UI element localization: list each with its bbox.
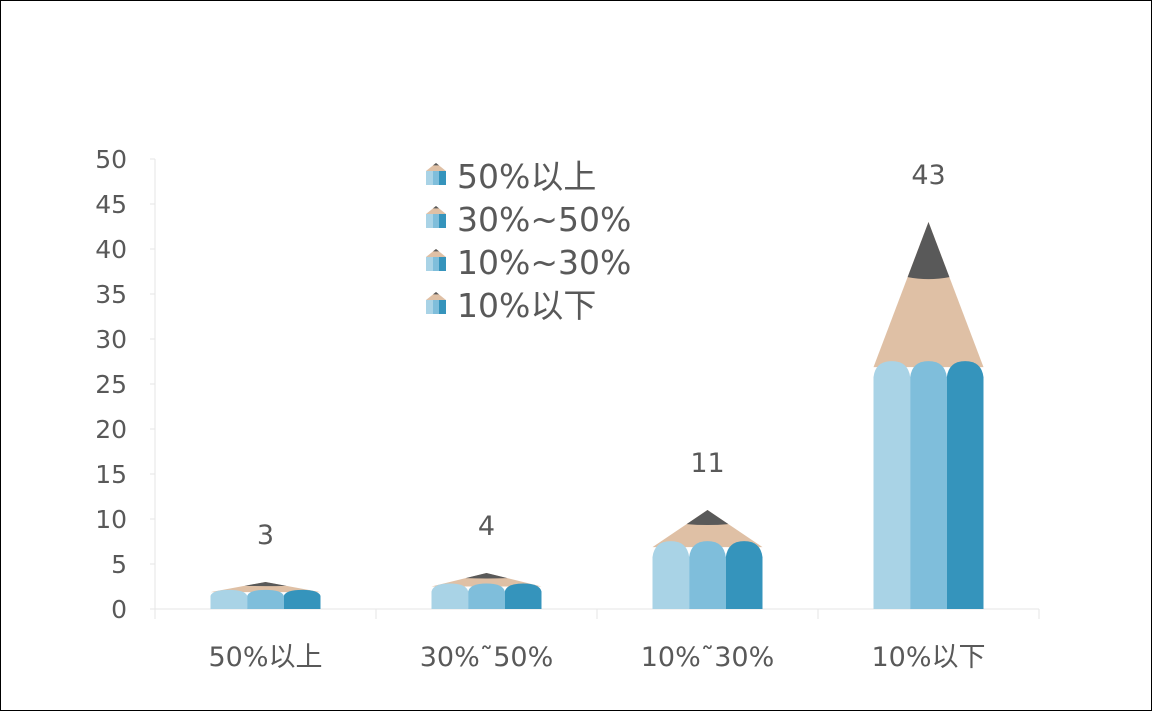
y-tick-label: 5 [111, 550, 127, 579]
legend-item: 10%~30% [426, 243, 631, 282]
pencil-stripe [283, 589, 321, 609]
y-axis: 0 5 10 15 20 25 30 35 40 45 50 [95, 145, 156, 624]
y-tick-label: 15 [95, 460, 127, 489]
pencil-wood [210, 582, 321, 593]
pencil-stripe [431, 583, 469, 609]
bars: 3 4 11 43 [210, 160, 984, 609]
data-label: 4 [478, 511, 495, 542]
pencil-lead [907, 222, 950, 280]
pencil-stripe [910, 361, 947, 609]
pencil-stripe [210, 589, 248, 609]
pencil-stripe [946, 361, 984, 609]
pencil-stripe [504, 583, 542, 609]
y-tick-label: 40 [95, 235, 127, 264]
data-label: 43 [911, 160, 945, 191]
y-tick-label: 45 [95, 190, 127, 219]
y-tick-label: 0 [111, 595, 127, 624]
x-category-label: 30%˜50% [420, 642, 554, 673]
legend-item: 30%~50% [426, 200, 631, 239]
legend: 50%以上 30%~50% 10%~30% 10%以下 [426, 157, 631, 325]
pencil-stripe [725, 541, 763, 609]
x-category-label: 50%以上 [208, 642, 322, 673]
y-tick-label: 20 [95, 415, 127, 444]
y-tick-label: 10 [95, 505, 127, 534]
x-axis: 50%以上 30%˜50% 10%˜30% 10%以下 [154, 608, 1040, 673]
y-tick-label: 30 [95, 325, 127, 354]
pencil-bar: 43 [873, 160, 984, 609]
y-tick-label: 50 [95, 145, 127, 174]
legend-label: 10%以下 [457, 286, 596, 325]
pencil-stripe [689, 541, 726, 609]
legend-label: 50%以上 [457, 157, 596, 196]
pencil-stripe [247, 589, 284, 609]
legend-item: 50%以上 [426, 157, 596, 196]
pencil-wood [652, 510, 763, 548]
pencil-wood [873, 222, 984, 368]
pencil-lead [244, 582, 287, 587]
pencil-wood [431, 573, 542, 587]
pencil-bar: 4 [431, 511, 542, 609]
legend-label: 30%~50% [457, 200, 631, 239]
pencil-stripe [468, 583, 505, 609]
x-category-label: 10%以下 [871, 642, 985, 673]
pencil-lead [465, 573, 508, 579]
pencil-legend-icon [426, 206, 446, 228]
pencil-legend-icon [426, 249, 446, 271]
legend-item: 10%以下 [426, 286, 596, 325]
legend-label: 10%~30% [457, 243, 631, 282]
pencil-bar: 3 [210, 520, 321, 609]
data-label: 3 [257, 520, 274, 551]
pencil-bar: 11 [652, 448, 763, 609]
pencil-legend-icon [426, 163, 446, 185]
x-category-label: 10%˜30% [641, 642, 775, 673]
pencil-lead [686, 510, 729, 526]
data-label: 11 [690, 448, 724, 479]
y-tick-label: 25 [95, 370, 127, 399]
pencil-stripe [652, 541, 690, 609]
pencil-stripe [873, 361, 911, 609]
y-tick-label: 35 [95, 280, 127, 309]
pencil-legend-icon [426, 292, 446, 314]
